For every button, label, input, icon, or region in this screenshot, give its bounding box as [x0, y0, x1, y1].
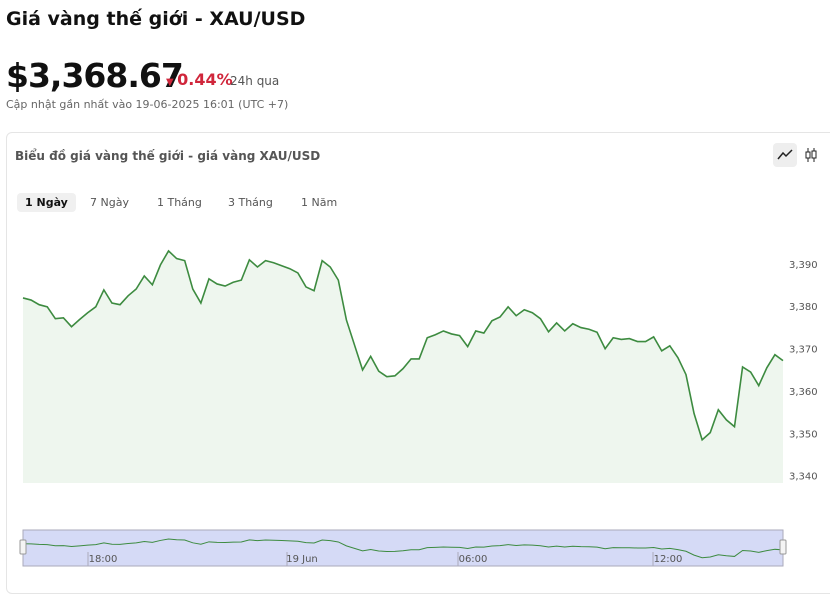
area: [23, 250, 783, 483]
page: 3,340 3,350 3,360 3,370 3,380 3,390 18:00 19 Ju…: [6, 8, 830, 594]
y-tick-label: 3,370: [789, 345, 818, 356]
navigator-label: 19 Jun: [286, 554, 318, 565]
navigator-label: 12:00: [654, 554, 683, 565]
y-tick-label: 3,380: [789, 302, 818, 313]
chart: 3,340 3,350 3,360 3,370 3,380 3,390 18:00 19 Ju…: [19, 249, 818, 567]
price: $3,368.67: [6, 56, 184, 95]
range-tab[interactable]: 1 Tháng: [157, 196, 202, 209]
candle-chart-button[interactable]: [799, 143, 823, 167]
range-tab[interactable]: 7 Ngày: [90, 196, 129, 209]
range-tab[interactable]: 1 Năm: [301, 196, 338, 209]
page-title: Giá vàng thế giới - XAU/USD: [6, 8, 306, 30]
y-tick-label: 3,390: [789, 260, 818, 271]
card-title: Biểu đồ giá vàng thế giới - giá vàng XAU…: [15, 149, 321, 163]
y-tick-label: 3,360: [789, 387, 818, 398]
line-chart-button[interactable]: [773, 143, 797, 167]
y-tick-label: 3,350: [789, 429, 818, 440]
navigator-handle[interactable]: [19, 539, 27, 555]
range-tab[interactable]: 1 Ngày: [17, 193, 76, 212]
navigator-label: 18:00: [89, 554, 118, 565]
change: ▼ 0.44%: [166, 70, 233, 89]
navigator-line: [22, 538, 784, 559]
change-value: 0.44%: [177, 70, 233, 89]
down-icon: ▼: [166, 77, 178, 88]
price-line: [22, 249, 784, 442]
range-tab[interactable]: 3 Tháng: [228, 196, 273, 209]
updated: Cập nhật gần nhất vào 19-06-2025 16:01 (…: [6, 98, 289, 111]
navigator-label: 06:00: [459, 554, 488, 565]
y-tick-label: 3,340: [789, 472, 818, 483]
period: 24h qua: [230, 74, 280, 88]
navigator-handle[interactable]: [779, 539, 787, 555]
